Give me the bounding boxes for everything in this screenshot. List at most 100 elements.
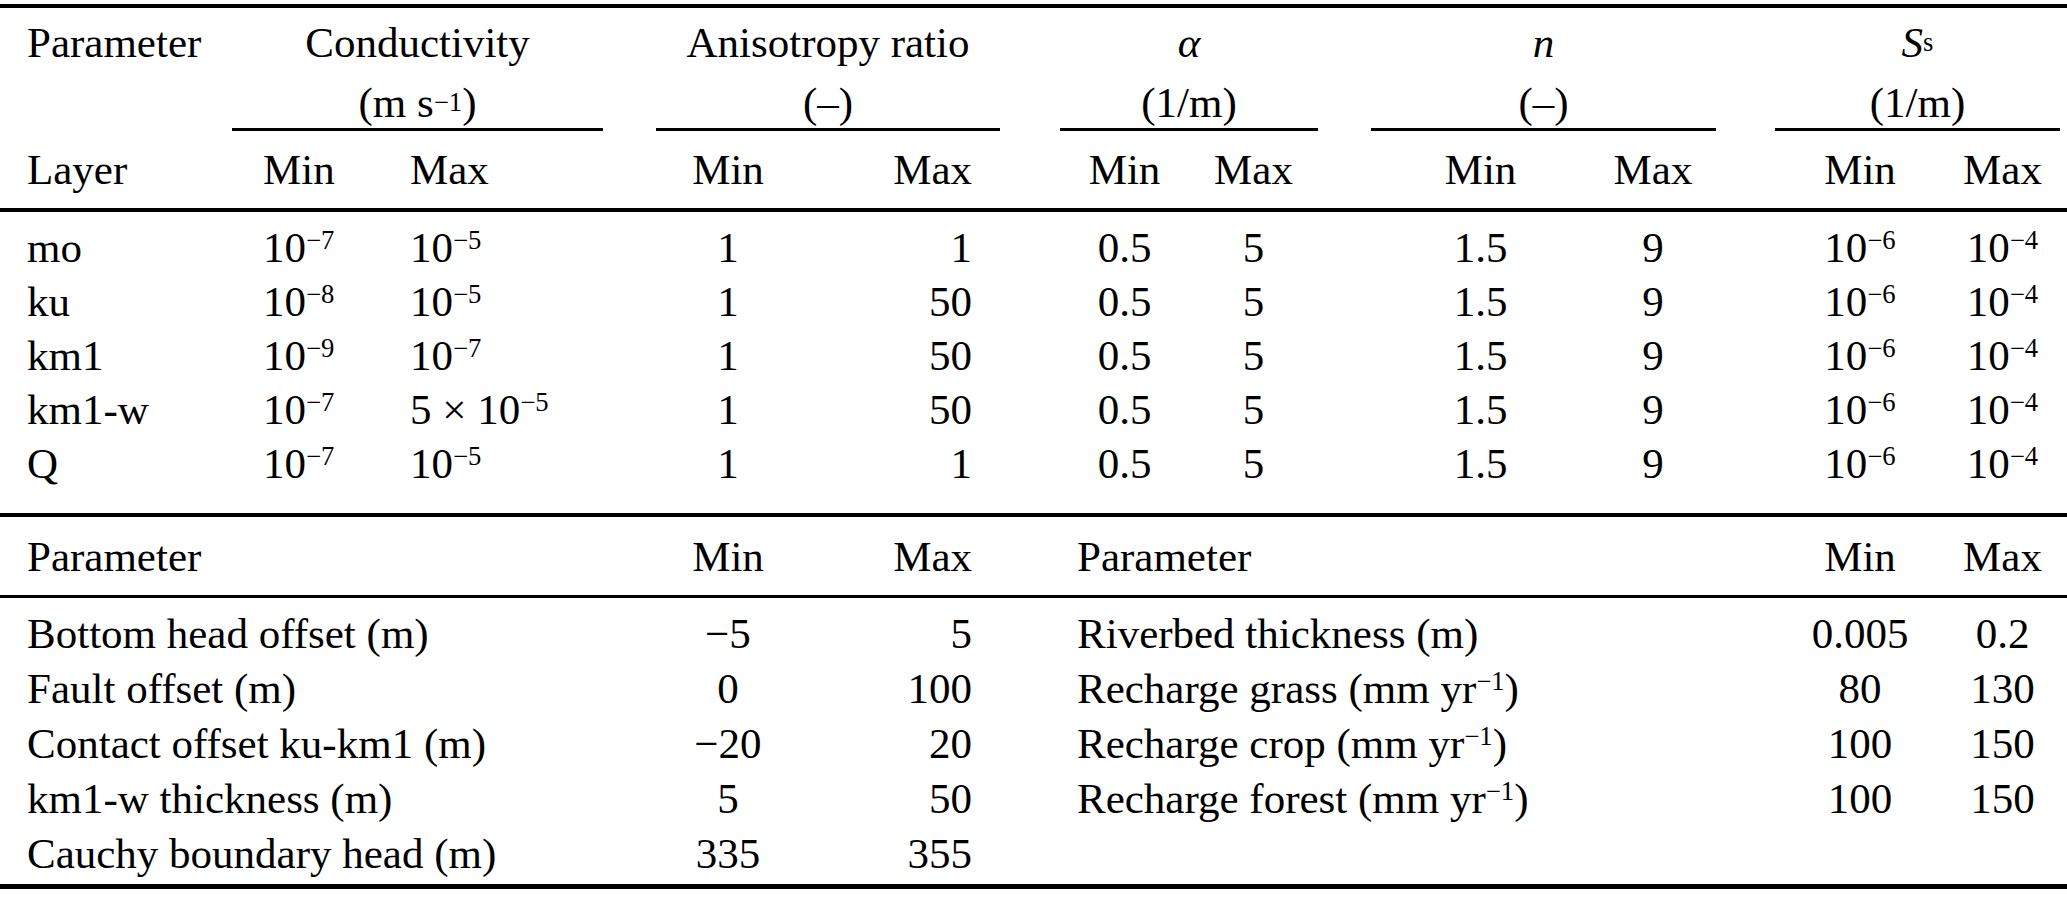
table-row: Contact offset ku-km1 (m) −20 20 Recharg… bbox=[0, 716, 2067, 771]
value-cell: 10−4 bbox=[1945, 388, 2060, 431]
value-cell: 5 bbox=[1189, 388, 1318, 431]
value-cell: 1 bbox=[800, 442, 1000, 485]
value-cell: 0.5 bbox=[1060, 334, 1189, 377]
value-cell: 50 bbox=[800, 280, 1000, 323]
value-cell: 10−6 bbox=[1775, 226, 1945, 269]
table-row: Q 10−7 10−5 1 1 0.5 5 1.5 9 10−6 10−4 bbox=[0, 436, 2067, 490]
parameter-label: km1-w thickness (m) bbox=[27, 777, 656, 820]
value-cell: 5 bbox=[800, 612, 1000, 655]
value-cell: 50 bbox=[800, 334, 1000, 377]
group-unit-anisotropy: (–) bbox=[656, 76, 1000, 131]
value-cell: 9 bbox=[1590, 442, 1716, 485]
parameter-label: Cauchy boundary head (m) bbox=[27, 832, 656, 875]
value-cell: 9 bbox=[1590, 280, 1716, 323]
parameter-label: Bottom head offset (m) bbox=[27, 612, 656, 655]
table-row: km1 10−9 10−7 1 50 0.5 5 1.5 9 10−6 10−4 bbox=[0, 328, 2067, 382]
group-header-alpha: α bbox=[1060, 8, 1318, 76]
max-header: Max bbox=[1945, 535, 2060, 578]
value-cell: 5 bbox=[1189, 280, 1318, 323]
group-header-n: n bbox=[1371, 8, 1716, 76]
value-cell: 1.5 bbox=[1371, 280, 1590, 323]
value-cell: 1.5 bbox=[1371, 334, 1590, 377]
value-cell: 1 bbox=[656, 388, 800, 431]
value-cell: 10−9 bbox=[232, 334, 378, 377]
value-cell: 10−8 bbox=[232, 280, 378, 323]
value-cell: 50 bbox=[800, 388, 1000, 431]
header-layer: Layer bbox=[27, 131, 232, 208]
max-header: Max bbox=[800, 535, 1000, 578]
header-parameter: Parameter bbox=[1077, 535, 1775, 578]
value-cell: 5 × 10−5 bbox=[378, 388, 603, 431]
value-cell: 150 bbox=[1945, 722, 2060, 765]
group-unit-conductivity: (m s−1) bbox=[232, 76, 603, 131]
parameter-table: Parameter Conductivity Anisotropy ratio … bbox=[0, 0, 2067, 901]
value-cell: 10−7 bbox=[232, 388, 378, 431]
max-header: Max bbox=[1590, 131, 1716, 208]
min-header: Min bbox=[1775, 535, 1945, 578]
value-cell: 10−4 bbox=[1945, 334, 2060, 377]
value-cell: 1 bbox=[656, 442, 800, 485]
section2-body: Bottom head offset (m) −5 5 Riverbed thi… bbox=[0, 598, 2067, 884]
value-cell: 5 bbox=[1189, 226, 1318, 269]
value-cell: 100 bbox=[800, 667, 1000, 710]
table-row: Cauchy boundary head (m) 335 355 bbox=[0, 826, 2067, 881]
group-header-conductivity: Conductivity bbox=[232, 8, 603, 76]
value-cell: 0.5 bbox=[1060, 442, 1189, 485]
layer-label: ku bbox=[27, 280, 232, 323]
value-cell: 10−7 bbox=[232, 226, 378, 269]
section1-body: mo 10−7 10−5 1 1 0.5 5 1.5 9 10−6 10−4 k… bbox=[0, 212, 2067, 513]
value-cell: 0 bbox=[656, 667, 800, 710]
value-cell: 130 bbox=[1945, 667, 2060, 710]
min-header: Min bbox=[1371, 131, 1590, 208]
value-cell: 100 bbox=[1775, 722, 1945, 765]
value-cell: 0.5 bbox=[1060, 388, 1189, 431]
value-cell: 0.5 bbox=[1060, 226, 1189, 269]
group-unit-alpha: (1/m) bbox=[1060, 76, 1318, 131]
value-cell: 10−6 bbox=[1775, 442, 1945, 485]
value-cell: 9 bbox=[1590, 226, 1716, 269]
parameter-label: Contact offset ku-km1 (m) bbox=[27, 722, 656, 765]
value-cell: 1 bbox=[656, 226, 800, 269]
value-cell: 50 bbox=[800, 777, 1000, 820]
value-cell: 10−7 bbox=[232, 442, 378, 485]
group-header-anisotropy: Anisotropy ratio bbox=[656, 8, 1000, 76]
group-unit-ss: (1/m) bbox=[1775, 76, 2060, 131]
value-cell: 80 bbox=[1775, 667, 1945, 710]
value-cell: 10−5 bbox=[378, 280, 603, 323]
group-header-ss: Ss bbox=[1775, 8, 2060, 76]
value-cell: 150 bbox=[1945, 777, 2060, 820]
table-row: Fault offset (m) 0 100 Recharge grass (m… bbox=[0, 661, 2067, 716]
table-row: Bottom head offset (m) −5 5 Riverbed thi… bbox=[0, 606, 2067, 661]
parameter-label: Recharge grass (mm yr−1) bbox=[1077, 667, 1775, 710]
value-cell: 355 bbox=[800, 832, 1000, 875]
section1-header: Parameter Conductivity Anisotropy ratio … bbox=[0, 8, 2067, 208]
min-header: Min bbox=[1775, 131, 1945, 208]
min-header: Min bbox=[656, 535, 800, 578]
section2-header: Parameter Min Max Parameter Min Max bbox=[0, 517, 2067, 595]
group-unit-n: (–) bbox=[1371, 76, 1716, 131]
value-cell: 9 bbox=[1590, 334, 1716, 377]
value-cell: 5 bbox=[1189, 442, 1318, 485]
min-header: Min bbox=[656, 131, 800, 208]
value-cell: 1 bbox=[800, 226, 1000, 269]
value-cell: 5 bbox=[656, 777, 800, 820]
value-cell: 10−4 bbox=[1945, 226, 2060, 269]
value-cell: 9 bbox=[1590, 388, 1716, 431]
value-cell: 10−6 bbox=[1775, 334, 1945, 377]
layer-label: km1-w bbox=[27, 388, 232, 431]
value-cell: 20 bbox=[800, 722, 1000, 765]
value-cell: 1.5 bbox=[1371, 226, 1590, 269]
value-cell: 10−4 bbox=[1945, 280, 2060, 323]
layer-label: Q bbox=[27, 442, 232, 485]
value-cell: 10−6 bbox=[1775, 388, 1945, 431]
max-header: Max bbox=[378, 131, 603, 208]
value-cell: 10−5 bbox=[378, 226, 603, 269]
value-cell: 1 bbox=[656, 280, 800, 323]
value-cell: −20 bbox=[656, 722, 800, 765]
header-parameter: Parameter bbox=[27, 535, 656, 578]
value-cell: 0.005 bbox=[1775, 612, 1945, 655]
value-cell: 100 bbox=[1775, 777, 1945, 820]
max-header: Max bbox=[1189, 131, 1318, 208]
value-cell: 5 bbox=[1189, 334, 1318, 377]
value-cell: 10−5 bbox=[378, 442, 603, 485]
